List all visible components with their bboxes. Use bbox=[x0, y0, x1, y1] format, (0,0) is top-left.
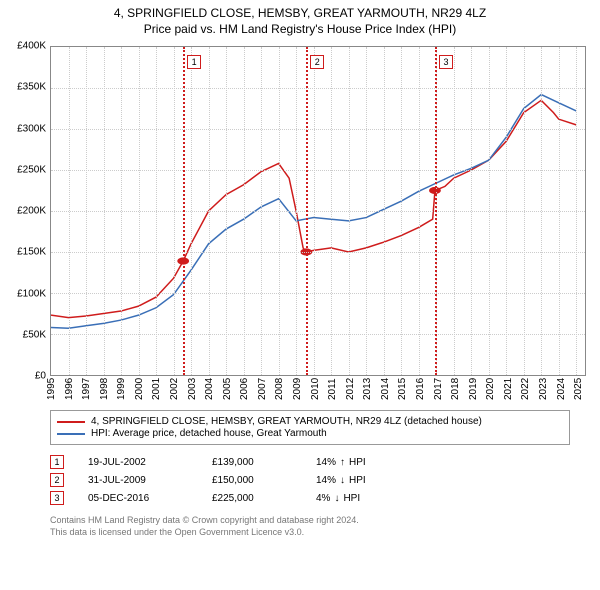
event-row: 2 31-JUL-2009 £150,000 14% ↓ HPI bbox=[50, 473, 570, 487]
gridline-horizontal bbox=[51, 88, 585, 89]
gridline-vertical bbox=[384, 47, 385, 375]
legend-item: HPI: Average price, detached house, Grea… bbox=[57, 428, 563, 439]
gridline-vertical bbox=[104, 47, 105, 375]
event-marker-badge: 1 bbox=[187, 55, 201, 69]
arrow-down-icon: ↓ bbox=[340, 475, 345, 486]
gridline-horizontal bbox=[51, 211, 585, 212]
y-tick-label: £0 bbox=[10, 371, 46, 382]
event-marker-badge: 2 bbox=[310, 55, 324, 69]
y-tick-label: £200K bbox=[10, 206, 46, 217]
event-change-suffix: HPI bbox=[349, 475, 366, 486]
event-price: £225,000 bbox=[212, 493, 292, 504]
gridline-horizontal bbox=[51, 170, 585, 171]
gridline-vertical bbox=[419, 47, 420, 375]
footer-attribution: Contains HM Land Registry data © Crown c… bbox=[50, 515, 590, 538]
y-tick-label: £250K bbox=[10, 164, 46, 175]
y-tick-label: £50K bbox=[10, 329, 46, 340]
footer-line-2: This data is licensed under the Open Gov… bbox=[50, 527, 590, 539]
gridline-vertical bbox=[209, 47, 210, 375]
footer-line-1: Contains HM Land Registry data © Crown c… bbox=[50, 515, 590, 527]
gridline-vertical bbox=[454, 47, 455, 375]
gridline-vertical bbox=[191, 47, 192, 375]
y-tick-label: £100K bbox=[10, 288, 46, 299]
plot-area: 1 2 3 bbox=[50, 46, 586, 376]
gridline-vertical bbox=[559, 47, 560, 375]
arrow-down-icon: ↓ bbox=[334, 493, 339, 504]
gridline-vertical bbox=[174, 47, 175, 375]
event-change: 14% ↑ HPI bbox=[316, 457, 406, 468]
event-date: 05-DEC-2016 bbox=[88, 493, 188, 504]
title-line-2: Price paid vs. HM Land Registry's House … bbox=[10, 22, 590, 36]
event-marker-line bbox=[183, 47, 185, 375]
gridline-vertical bbox=[471, 47, 472, 375]
gridline-vertical bbox=[331, 47, 332, 375]
event-price: £150,000 bbox=[212, 475, 292, 486]
event-row: 3 05-DEC-2016 £225,000 4% ↓ HPI bbox=[50, 491, 570, 505]
arrow-up-icon: ↑ bbox=[340, 457, 345, 468]
gridline-vertical bbox=[69, 47, 70, 375]
event-marker-line bbox=[306, 47, 308, 375]
y-tick-label: £300K bbox=[10, 123, 46, 134]
event-marker-badge: 3 bbox=[439, 55, 453, 69]
gridline-vertical bbox=[121, 47, 122, 375]
event-change-suffix: HPI bbox=[343, 493, 360, 504]
gridline-horizontal bbox=[51, 252, 585, 253]
event-change-pct: 14% bbox=[316, 475, 336, 486]
gridline-vertical bbox=[279, 47, 280, 375]
legend-label: HPI: Average price, detached house, Grea… bbox=[91, 428, 327, 439]
event-number-badge: 1 bbox=[50, 455, 64, 469]
y-tick-label: £400K bbox=[10, 41, 46, 52]
gridline-vertical bbox=[401, 47, 402, 375]
y-tick-label: £150K bbox=[10, 247, 46, 258]
event-change-pct: 14% bbox=[316, 457, 336, 468]
gridline-vertical bbox=[524, 47, 525, 375]
event-marker-line bbox=[435, 47, 437, 375]
gridline-vertical bbox=[244, 47, 245, 375]
event-price: £139,000 bbox=[212, 457, 292, 468]
gridline-vertical bbox=[506, 47, 507, 375]
gridline-vertical bbox=[86, 47, 87, 375]
gridline-vertical bbox=[576, 47, 577, 375]
gridline-horizontal bbox=[51, 293, 585, 294]
event-change-pct: 4% bbox=[316, 493, 330, 504]
event-date: 19-JUL-2002 bbox=[88, 457, 188, 468]
event-number-badge: 3 bbox=[50, 491, 64, 505]
event-date: 31-JUL-2009 bbox=[88, 475, 188, 486]
gridline-horizontal bbox=[51, 129, 585, 130]
y-tick-label: £350K bbox=[10, 82, 46, 93]
chart-title-block: 4, SPRINGFIELD CLOSE, HEMSBY, GREAT YARM… bbox=[0, 0, 600, 38]
gridline-vertical bbox=[296, 47, 297, 375]
legend: 4, SPRINGFIELD CLOSE, HEMSBY, GREAT YARM… bbox=[50, 410, 570, 445]
gridline-vertical bbox=[366, 47, 367, 375]
gridline-vertical bbox=[541, 47, 542, 375]
events-table: 1 19-JUL-2002 £139,000 14% ↑ HPI 2 31-JUL-2009 £… bbox=[50, 455, 570, 505]
chart-container: 1 2 3 £0 £50K £100K £150K £200K £250K £300K £350K… bbox=[10, 42, 590, 402]
gridline-vertical bbox=[156, 47, 157, 375]
event-row: 1 19-JUL-2002 £139,000 14% ↑ HPI bbox=[50, 455, 570, 469]
legend-label: 4, SPRINGFIELD CLOSE, HEMSBY, GREAT YARM… bbox=[91, 416, 482, 427]
legend-item: 4, SPRINGFIELD CLOSE, HEMSBY, GREAT YARM… bbox=[57, 416, 563, 427]
event-change: 14% ↓ HPI bbox=[316, 475, 406, 486]
legend-swatch bbox=[57, 421, 85, 423]
gridline-vertical bbox=[261, 47, 262, 375]
event-number-badge: 2 bbox=[50, 473, 64, 487]
gridline-vertical bbox=[139, 47, 140, 375]
gridline-horizontal bbox=[51, 334, 585, 335]
legend-swatch bbox=[57, 433, 85, 435]
gridline-vertical bbox=[226, 47, 227, 375]
event-change-suffix: HPI bbox=[349, 457, 366, 468]
title-line-1: 4, SPRINGFIELD CLOSE, HEMSBY, GREAT YARM… bbox=[10, 6, 590, 20]
gridline-vertical bbox=[489, 47, 490, 375]
event-change: 4% ↓ HPI bbox=[316, 493, 406, 504]
gridline-vertical bbox=[314, 47, 315, 375]
gridline-vertical bbox=[349, 47, 350, 375]
x-tick-label: 2025 bbox=[573, 378, 597, 400]
